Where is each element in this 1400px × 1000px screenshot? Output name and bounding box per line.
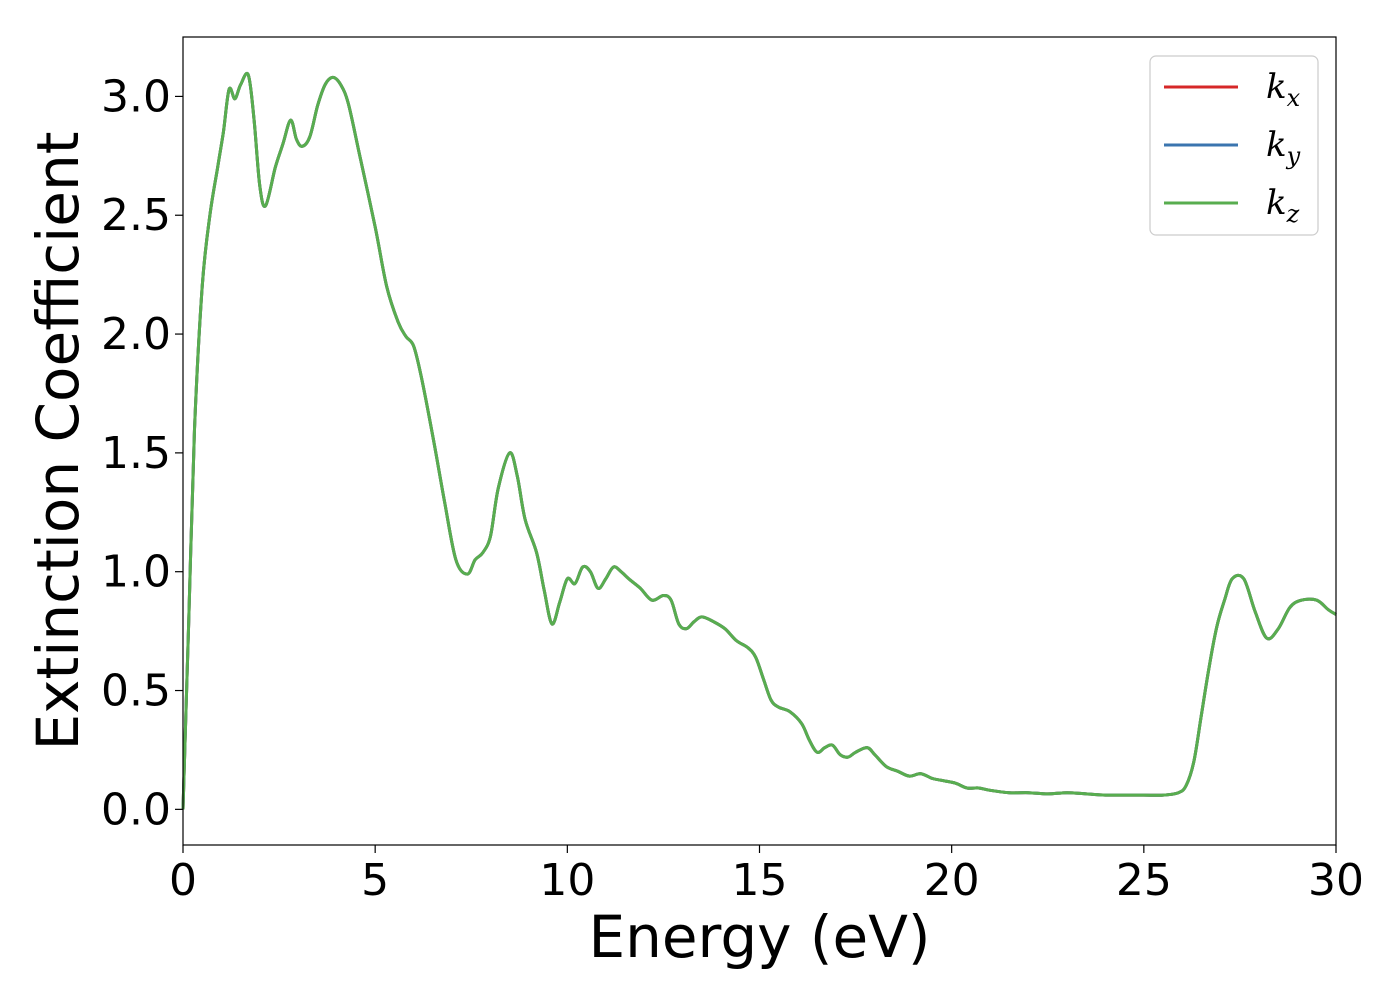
x-tick-label: 15 <box>732 855 788 906</box>
y-tick-label: 2.5 <box>101 190 171 241</box>
x-tick-label: 25 <box>1116 855 1172 906</box>
y-tick-label: 0.5 <box>101 666 171 717</box>
legend-label-y: ky <box>1266 125 1301 170</box>
series-layer <box>181 71 1337 810</box>
x-axis-ticks: 0 5 10 15 20 25 30 <box>169 845 1364 906</box>
legend: kx ky kz <box>1149 55 1319 236</box>
x-tick-label: 5 <box>361 855 389 906</box>
series-line-z <box>181 71 1337 810</box>
legend-label-z: kz <box>1266 183 1300 228</box>
y-tick-label: 1.5 <box>101 428 171 479</box>
y-axis-ticks: 0.0 0.5 1.0 1.5 2.0 2.5 3.0 <box>101 71 183 835</box>
x-tick-label: 20 <box>924 855 980 906</box>
y-tick-label: 3.0 <box>101 71 171 122</box>
y-tick-label: 1.0 <box>101 547 171 598</box>
y-tick-label: 2.0 <box>101 309 171 360</box>
y-tick-label: 0.0 <box>101 784 171 835</box>
x-tick-label: 10 <box>539 855 595 906</box>
x-tick-label: 30 <box>1308 855 1364 906</box>
x-axis-title: Energy (eV) <box>588 903 930 971</box>
y-axis-title: Extinction Coefficient <box>24 132 92 751</box>
legend-label-x: kx <box>1266 67 1301 112</box>
x-tick-label: 0 <box>169 855 197 906</box>
